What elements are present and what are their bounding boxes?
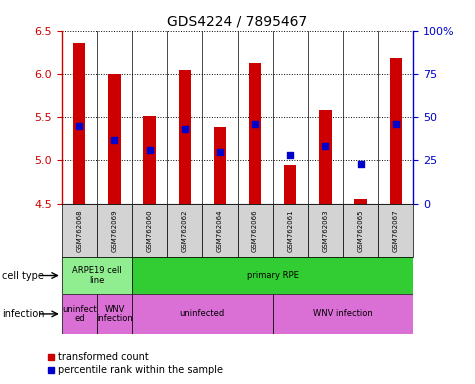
- Bar: [390, 58, 402, 204]
- Bar: [273, 204, 308, 257]
- Text: GSM762068: GSM762068: [76, 209, 82, 252]
- Legend: transformed count, percentile rank within the sample: transformed count, percentile rank withi…: [43, 348, 228, 379]
- Point: [216, 149, 224, 155]
- Point: [251, 121, 259, 127]
- Text: GSM762062: GSM762062: [182, 209, 188, 252]
- Title: GDS4224 / 7895467: GDS4224 / 7895467: [167, 14, 308, 28]
- Text: GSM762064: GSM762064: [217, 209, 223, 252]
- Bar: [214, 127, 226, 204]
- Text: primary RPE: primary RPE: [247, 271, 299, 280]
- Bar: [108, 74, 121, 204]
- Bar: [62, 294, 97, 334]
- Bar: [62, 257, 132, 294]
- Bar: [132, 257, 413, 294]
- Point: [181, 126, 189, 132]
- Point: [286, 152, 294, 158]
- Text: GSM762063: GSM762063: [323, 209, 328, 252]
- Bar: [167, 204, 202, 257]
- Bar: [202, 204, 238, 257]
- Bar: [354, 199, 367, 204]
- Point: [322, 143, 329, 149]
- Bar: [132, 204, 167, 257]
- Bar: [143, 116, 156, 204]
- Bar: [238, 204, 273, 257]
- Bar: [62, 204, 97, 257]
- Text: GSM762069: GSM762069: [112, 209, 117, 252]
- Bar: [73, 43, 86, 204]
- Text: GSM762061: GSM762061: [287, 209, 293, 252]
- Bar: [284, 165, 296, 204]
- Text: GSM762066: GSM762066: [252, 209, 258, 252]
- Text: infection: infection: [2, 309, 45, 319]
- Point: [111, 136, 118, 142]
- Bar: [97, 204, 132, 257]
- Bar: [273, 294, 413, 334]
- Text: uninfected: uninfected: [180, 310, 225, 318]
- Bar: [249, 63, 261, 204]
- Bar: [308, 204, 343, 257]
- Text: cell type: cell type: [2, 270, 44, 281]
- Bar: [179, 70, 191, 204]
- Point: [146, 147, 153, 153]
- Bar: [319, 110, 332, 204]
- Text: GSM762060: GSM762060: [147, 209, 152, 252]
- Bar: [97, 294, 132, 334]
- Point: [392, 121, 399, 127]
- Text: ARPE19 cell
line: ARPE19 cell line: [72, 266, 122, 285]
- Text: uninfect
ed: uninfect ed: [62, 305, 96, 323]
- Bar: [132, 294, 273, 334]
- Point: [76, 123, 83, 129]
- Bar: [378, 204, 413, 257]
- Text: WNV infection: WNV infection: [313, 310, 373, 318]
- Text: GSM762065: GSM762065: [358, 209, 363, 252]
- Text: GSM762067: GSM762067: [393, 209, 399, 252]
- Point: [357, 161, 364, 167]
- Bar: [343, 204, 378, 257]
- Text: WNV
infection: WNV infection: [96, 305, 133, 323]
